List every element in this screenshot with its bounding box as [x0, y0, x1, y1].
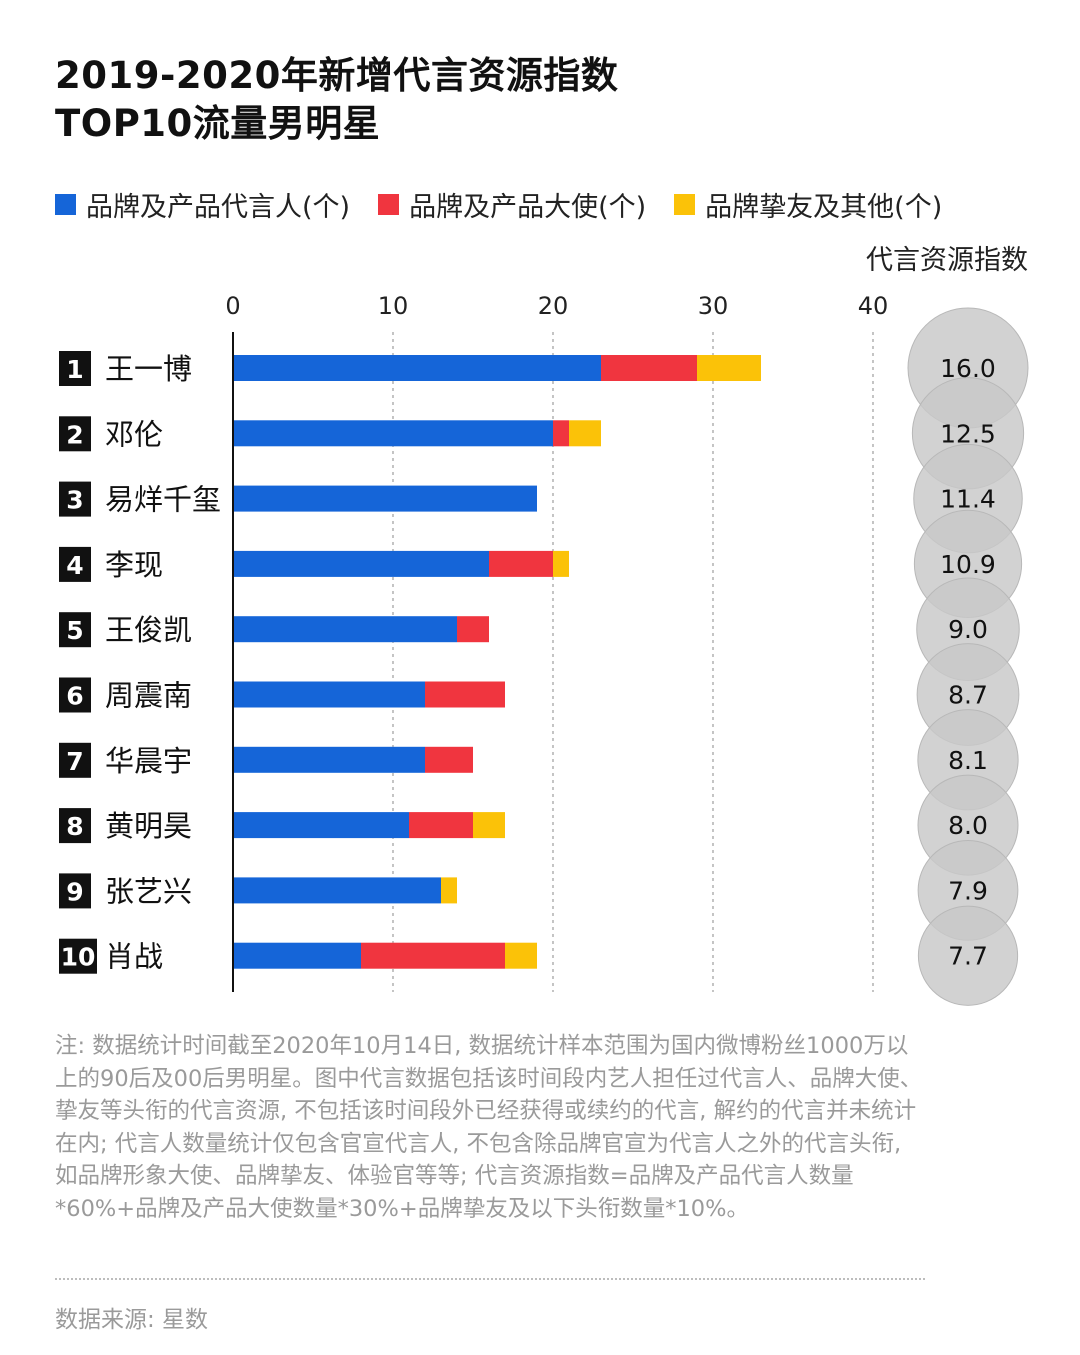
- bar-segment-series-0: [233, 746, 425, 773]
- x-tick-label-30: 30: [698, 292, 729, 320]
- data-source: 数据来源: 星数: [55, 1307, 209, 1333]
- rank-number: 6: [66, 682, 83, 711]
- index-value-label: 7.7: [948, 942, 988, 971]
- legend: 品牌及产品代言人(个) 品牌及产品大使(个) 品牌挚友及其他(个): [55, 185, 970, 224]
- bar-segment-series-0: [233, 485, 537, 512]
- rank-badge: [59, 351, 91, 386]
- rank-badge: [59, 938, 97, 974]
- bar-segment-series-2: [553, 550, 569, 577]
- bar-chart: 0 10 20 30 40 16.0 12.5 11.4 10.9 9.0 8.7 8.1 8.0 7.9…: [59, 292, 1029, 1006]
- bar-segment-series-2: [697, 355, 761, 381]
- rank-number: 4: [66, 551, 83, 580]
- bar-segment-series-1: [425, 746, 473, 773]
- bar-segment-series-0: [233, 420, 553, 447]
- index-value-label: 10.9: [940, 550, 996, 579]
- bar-segment-series-0: [233, 812, 409, 839]
- index-value-label: 9.0: [948, 615, 988, 644]
- x-tick-label-40: 40: [858, 292, 889, 320]
- bar-segment-series-0: [233, 355, 601, 381]
- index-value-label: 7.9: [948, 876, 988, 905]
- rank-number: 2: [66, 420, 83, 449]
- legend-label-endorser: 品牌及产品代言人(个): [86, 191, 351, 223]
- category-label: 王俊凯: [105, 613, 192, 647]
- footnote: 注: 数据统计时间截至2020年10月14日, 数据统计样本范围为国内微博粉丝1…: [55, 1033, 923, 1222]
- bar-segment-series-1: [409, 812, 473, 839]
- rank-badge: [59, 677, 91, 713]
- bar-segment-series-1: [425, 681, 505, 708]
- rank-number: 9: [66, 877, 83, 906]
- bar-segment-series-1: [601, 355, 697, 381]
- x-tick-label-10: 10: [378, 292, 409, 320]
- index-value-label: 12.5: [940, 419, 996, 448]
- legend-label-friend: 品牌挚友及其他(个): [705, 191, 943, 223]
- category-label: 张艺兴: [105, 874, 192, 908]
- index-value-label: 8.7: [948, 681, 988, 710]
- bar-segment-series-2: [473, 812, 505, 839]
- category-label: 王一博: [105, 352, 192, 386]
- rank-badge: [59, 808, 91, 844]
- bar-segment-series-0: [233, 681, 425, 708]
- rank-number: 5: [66, 616, 83, 645]
- bar-segment-series-1: [457, 616, 489, 643]
- divider: [55, 1278, 925, 1280]
- chart-title-line2: TOP10流量男明星: [55, 102, 381, 145]
- bar-segment-series-2: [505, 942, 537, 969]
- bar-segment-series-2: [441, 877, 457, 904]
- index-bubble: [917, 905, 1019, 1006]
- bar-segment-series-2: [569, 420, 601, 447]
- chart-title-line1: 2019-2020年新增代言资源指数: [55, 54, 619, 97]
- rank-badge: [59, 873, 91, 909]
- rank-badge: [59, 416, 91, 452]
- rank-number: 7: [66, 747, 83, 776]
- rank-number: 3: [66, 486, 83, 515]
- rank-number: 8: [66, 812, 83, 841]
- chart-title: 2019-2020年新增代言资源指数 TOP10流量男明星: [55, 52, 618, 148]
- legend-item-ambassador: 品牌及产品大使(个): [378, 185, 646, 224]
- category-label: 华晨宇: [105, 744, 192, 778]
- rank-badge: [59, 742, 91, 778]
- category-label: 肖战: [105, 940, 163, 974]
- index-value-label: 16.0: [940, 354, 996, 383]
- x-tick-label-20: 20: [538, 292, 569, 320]
- legend-swatch-ambassador: [378, 193, 400, 215]
- category-label: 周震南: [105, 679, 192, 713]
- bar-segment-series-1: [553, 420, 569, 447]
- legend-swatch-endorser: [55, 193, 76, 215]
- rank-badge: [59, 612, 91, 648]
- bar-segment-series-1: [361, 942, 505, 969]
- category-label: 邓伦: [105, 417, 163, 451]
- rank-number: 1: [66, 355, 83, 384]
- legend-item-endorser: 品牌及产品代言人(个): [55, 185, 350, 224]
- index-value-label: 8.0: [948, 811, 988, 840]
- x-tick-label-0: 0: [225, 292, 240, 320]
- legend-label-ambassador: 品牌及产品大使(个): [409, 191, 647, 223]
- category-label: 易烊千玺: [105, 483, 221, 517]
- rank-badge: [59, 546, 91, 582]
- bar-segment-series-1: [489, 550, 553, 577]
- index-value-label: 8.1: [948, 746, 988, 775]
- category-label: 黄明昊: [105, 809, 192, 843]
- bar-segment-series-0: [233, 942, 361, 969]
- rank-badge: [59, 481, 91, 517]
- category-label: 李现: [105, 548, 163, 582]
- bar-segment-series-0: [233, 550, 489, 577]
- index-column-header: 代言资源指数: [866, 245, 1028, 276]
- index-value-label: 11.4: [940, 485, 996, 514]
- legend-swatch-friend: [674, 193, 696, 215]
- rank-number: 10: [61, 943, 96, 972]
- legend-item-friend: 品牌挚友及其他(个): [674, 185, 942, 224]
- bar-segment-series-0: [233, 616, 457, 643]
- bar-segment-series-0: [233, 877, 441, 904]
